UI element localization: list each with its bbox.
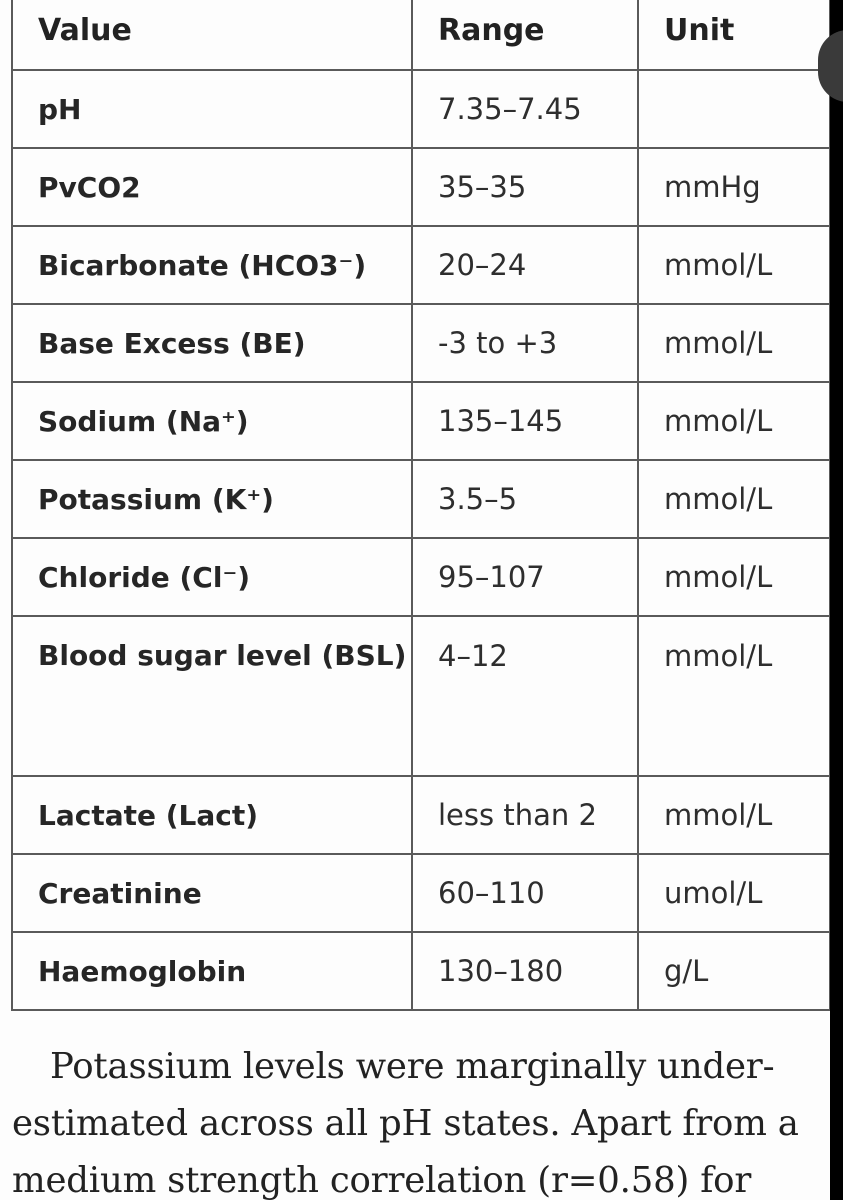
table-row: Creatinine 60–110 umol/L xyxy=(11,853,830,933)
table-row: PvCO2 35–35 mmHg xyxy=(11,147,830,227)
range-cell: 4–12 xyxy=(411,615,639,777)
unit-cell: mmol/L xyxy=(637,537,830,617)
table-header-row: Value Range Unit xyxy=(11,0,830,71)
table-row: Lactate (Lact) less than 2 mmol/L xyxy=(11,775,830,855)
range-cell: 130–180 xyxy=(411,931,639,1011)
unit-cell: g/L xyxy=(637,931,830,1011)
value-cell: pH xyxy=(11,69,413,149)
unit-cell xyxy=(637,69,830,149)
header-range: Range xyxy=(411,0,639,71)
reference-ranges-table: Value Range Unit pH 7.35–7.45 PvCO2 35–3… xyxy=(11,0,830,1011)
value-cell: Creatinine xyxy=(11,853,413,933)
range-cell: 135–145 xyxy=(411,381,639,461)
table-row: Chloride (Cl⁻) 95–107 mmol/L xyxy=(11,537,830,617)
body-paragraph: Potassium levels were marginally under-e… xyxy=(12,1046,799,1200)
range-cell: 95–107 xyxy=(411,537,639,617)
value-cell: Bicarbonate (HCO3⁻) xyxy=(11,225,413,305)
unit-cell: mmol/L xyxy=(637,381,830,461)
table-row: Bicarbonate (HCO3⁻) 20–24 mmol/L xyxy=(11,225,830,305)
range-cell: less than 2 xyxy=(411,775,639,855)
header-value: Value xyxy=(11,0,413,71)
value-cell: Base Excess (BE) xyxy=(11,303,413,383)
range-cell: 35–35 xyxy=(411,147,639,227)
value-cell: Lactate (Lact) xyxy=(11,775,413,855)
table-row: Sodium (Na⁺) 135–145 mmol/L xyxy=(11,381,830,461)
table-row: Base Excess (BE) -3 to +3 mmol/L xyxy=(11,303,830,383)
range-cell: 3.5–5 xyxy=(411,459,639,539)
value-cell: Sodium (Na⁺) xyxy=(11,381,413,461)
range-cell: 20–24 xyxy=(411,225,639,305)
unit-cell: mmol/L xyxy=(637,303,830,383)
value-cell: Potassium (K⁺) xyxy=(11,459,413,539)
unit-cell: umol/L xyxy=(637,853,830,933)
unit-cell: mmol/L xyxy=(637,615,830,777)
range-cell: -3 to +3 xyxy=(411,303,639,383)
range-cell: 60–110 xyxy=(411,853,639,933)
range-cell: 7.35–7.45 xyxy=(411,69,639,149)
table-row: pH 7.35–7.45 xyxy=(11,69,830,149)
table-row: Haemoglobin 130–180 g/L xyxy=(11,931,830,1011)
unit-cell: mmHg xyxy=(637,147,830,227)
unit-cell: mmol/L xyxy=(637,459,830,539)
header-unit: Unit xyxy=(637,0,830,71)
unit-cell: mmol/L xyxy=(637,775,830,855)
value-cell: Chloride (Cl⁻) xyxy=(11,537,413,617)
unit-cell: mmol/L xyxy=(637,225,830,305)
table-row: Potassium (K⁺) 3.5–5 mmol/L xyxy=(11,459,830,539)
value-cell: Blood sugar level (BSL) xyxy=(11,615,413,777)
value-cell: PvCO2 xyxy=(11,147,413,227)
value-cell: Haemoglobin xyxy=(11,931,413,1011)
table-row: Blood sugar level (BSL) 4–12 mmol/L xyxy=(11,615,830,777)
